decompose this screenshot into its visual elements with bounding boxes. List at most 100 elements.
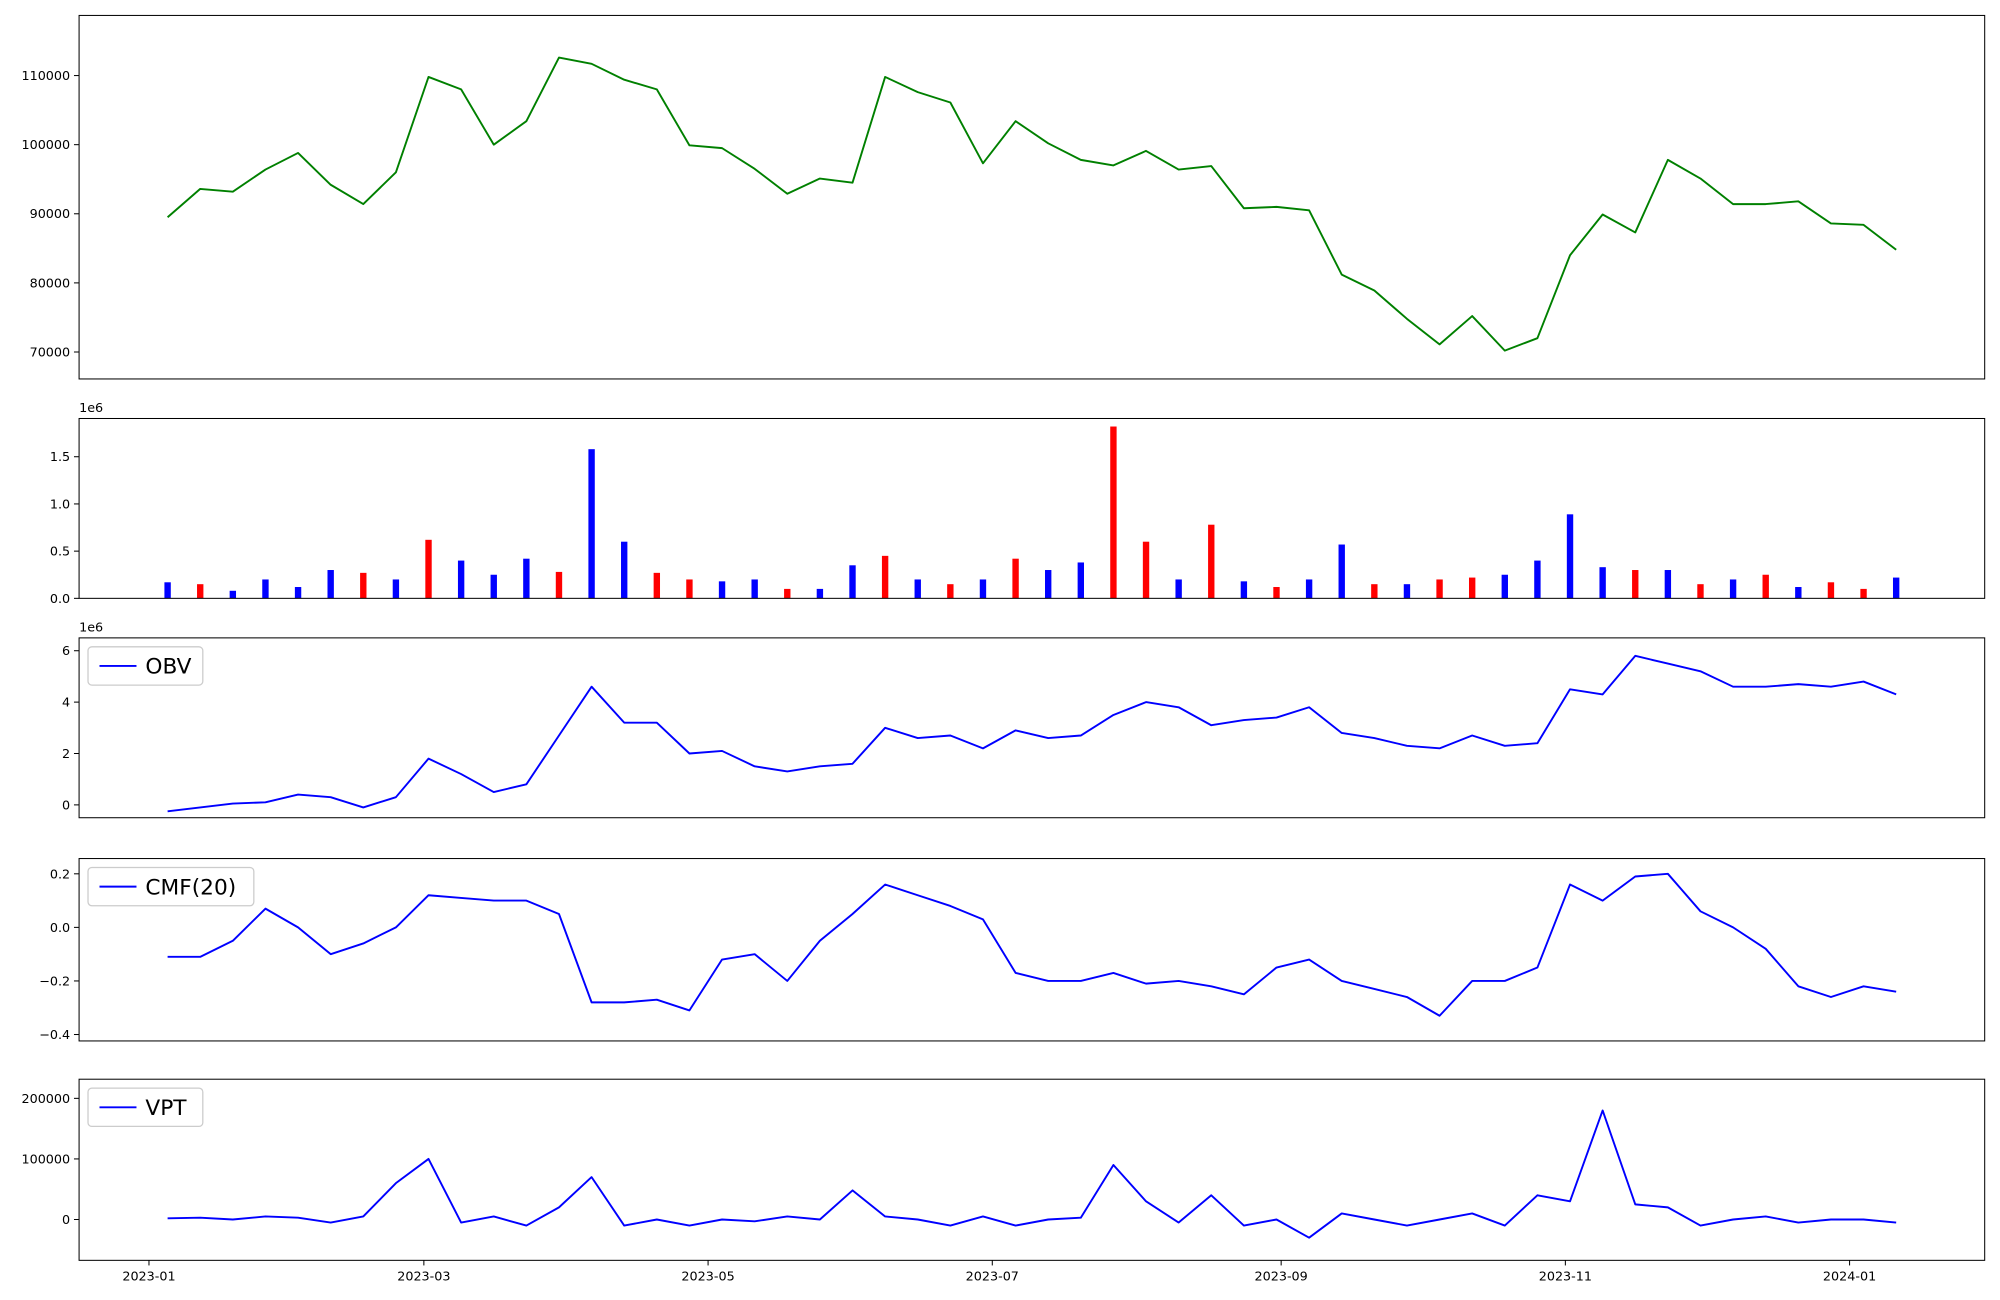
bar [327,570,334,599]
y-tick-label: 1.0 [50,497,70,512]
axes-frame [78,637,1986,819]
bar [523,558,530,599]
y-tick-label: 0 [62,1213,70,1228]
bar [1501,574,1508,599]
bar [881,555,889,599]
bar [392,579,400,599]
bar [1273,587,1280,599]
bar [490,574,497,599]
y-tick-label: 200000 [21,1092,70,1107]
x-tick-label: 2023-09 [1255,1270,1308,1285]
bar [653,572,661,599]
y-tick-label: 4 [62,696,70,711]
axis-offset-label: 1e6 [79,621,103,636]
bar [197,584,204,599]
y-tick-label: 2 [62,747,70,762]
bar [1566,514,1574,599]
legend-box [87,866,255,907]
legend-label: OBV [145,655,191,680]
bar [1599,567,1606,599]
y-tick-label: 6 [62,644,70,659]
bar [914,579,921,599]
bar [360,572,367,599]
bar [425,539,432,599]
bar [1077,562,1084,599]
bar [588,449,595,599]
x-tick-label: 2023-03 [397,1270,450,1285]
bar [784,588,791,599]
y-tick-label: −0.2 [39,974,70,989]
bar [1892,577,1900,599]
bar [1371,584,1378,599]
bar [164,582,171,599]
bar [294,587,302,599]
bar [621,541,628,599]
line-series [166,56,1897,352]
line-series [167,654,1897,813]
legend-box [87,1087,204,1128]
y-tick-label: 70000 [30,345,71,360]
bar [1468,577,1476,599]
bar [947,584,954,599]
axis-offset-label: 1e6 [79,401,103,416]
bar [1762,574,1769,599]
legend-box [87,646,204,686]
legend-label: VPT [145,1096,187,1121]
legend: OBV [87,646,204,686]
x-tick-label: 2023-11 [1539,1270,1592,1285]
bar [849,565,856,599]
y-tick-label: 90000 [30,207,71,222]
bar [1436,579,1443,599]
y-tick-label: 1.5 [50,450,70,465]
axes-frame [78,417,1986,599]
bar [979,579,987,599]
y-tick-label: 100000 [21,138,70,153]
bar [1827,582,1835,599]
bar [229,590,237,599]
bar [1664,570,1672,599]
bar [1175,579,1182,599]
bar [816,588,824,599]
bar [1045,570,1052,599]
legend: CMF(20) [87,866,255,907]
line-series [167,872,1897,1017]
y-tick-label: −0.4 [39,1028,70,1043]
bar [686,579,693,599]
x-tick-label: 2024-01 [1823,1270,1876,1285]
bar [1110,426,1117,599]
axes-frame [78,14,1986,380]
bar [718,581,726,599]
bar [1305,579,1313,599]
y-tick-label: 0.2 [50,867,70,882]
bar [1240,581,1248,599]
x-tick-label: 2023-01 [122,1270,175,1285]
bar [1208,524,1215,599]
y-tick-label: 80000 [30,276,71,291]
bar [1860,588,1867,599]
bar [1534,560,1541,599]
y-tick-label: 110000 [21,69,70,84]
bar [751,579,758,599]
bar [1697,584,1704,599]
bar [1729,579,1737,599]
y-tick-label: 0.5 [50,545,70,560]
bar [1403,584,1411,599]
bar [1632,570,1639,599]
legend: VPT [87,1087,204,1128]
y-tick-label: 0.0 [50,592,70,607]
axes-frame [78,1078,1986,1261]
y-tick-label: 0 [62,798,70,813]
bar [457,560,465,599]
x-tick-label: 2023-07 [966,1270,1019,1285]
bar [262,579,269,599]
x-tick-label: 2023-05 [681,1270,734,1285]
y-tick-label: 100000 [21,1152,70,1167]
bar [1338,544,1345,599]
bar [1795,587,1802,599]
bar [1142,541,1150,599]
bar [555,571,563,599]
legend-label: CMF(20) [145,875,236,900]
y-tick-label: 0.0 [50,921,70,936]
